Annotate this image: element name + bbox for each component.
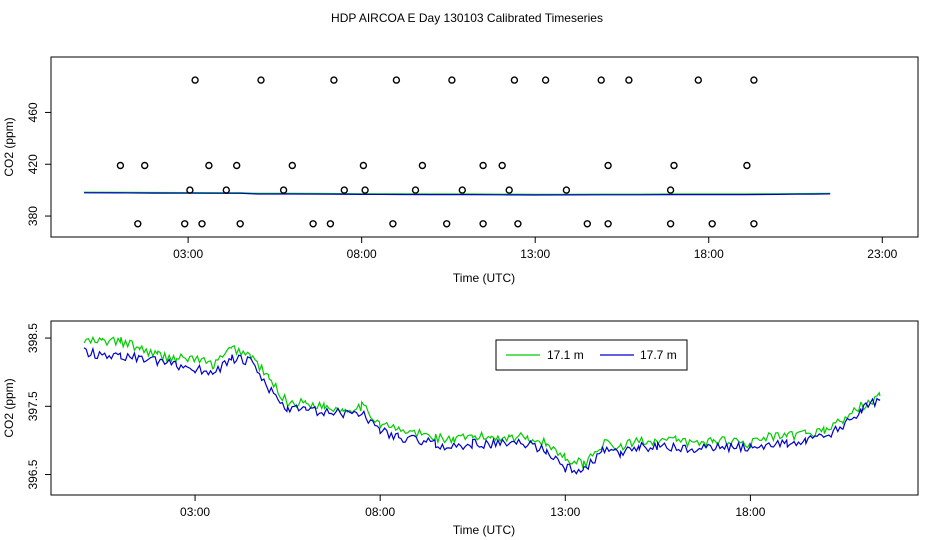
top-plot-point <box>232 161 241 170</box>
top-plot-point <box>458 186 466 194</box>
top-plot-point <box>604 161 612 170</box>
bottom-plot-y-axis: 396.5 397.5 398.5 <box>26 323 51 490</box>
top-plot-x-tick-label: 13:00 <box>520 247 550 261</box>
top-plot-x-label: Time (UTC) <box>453 271 515 285</box>
top-plot-y-tick-label: 380 <box>26 206 40 226</box>
top-plot-point <box>666 186 675 194</box>
top-plot-point <box>743 161 751 170</box>
top-plot-x-tick-label: 18:00 <box>694 247 724 261</box>
bottom-plot-y-tick-label: 398.5 <box>26 323 40 353</box>
top-plot-point <box>625 76 633 84</box>
top-plot-point <box>694 76 702 84</box>
top-plot-point <box>583 220 591 228</box>
top-plot-point <box>361 186 369 194</box>
top-plot-point <box>479 161 487 170</box>
top-plot-point <box>541 76 550 84</box>
top-plot-point <box>448 76 456 84</box>
top-plot-series-layer <box>83 191 831 196</box>
page-title: HDP AIRCOA E Day 130103 Calibrated Times… <box>331 11 603 25</box>
bottom-plot-series-17-1-m <box>83 335 881 469</box>
top-plot-point <box>604 220 612 228</box>
top-plot-x-tick-label: 03:00 <box>173 247 203 261</box>
top-plot-point <box>708 220 716 228</box>
top-plot-point <box>330 76 338 84</box>
bottom-plot-x-tick-label: 03:00 <box>180 505 210 519</box>
top-plot-point <box>288 161 296 170</box>
bottom-plot-x-label: Time (UTC) <box>453 523 515 537</box>
top-plot-x-axis: 03:00 08:00 13:00 18:00 23:00 <box>173 237 898 261</box>
top-plot-point <box>670 161 678 170</box>
top-plot-point <box>340 186 348 194</box>
legend-label-17-1: 17.1 m <box>547 348 584 362</box>
top-plot-point <box>134 220 142 228</box>
top-plot-point <box>597 76 605 84</box>
top-plot-point <box>236 220 244 228</box>
top-plot-point <box>222 186 231 194</box>
top-plot-point <box>140 161 149 170</box>
bottom-plot-y-label: CO2 (ppm) <box>2 378 16 437</box>
top-plot-point <box>498 161 506 170</box>
top-plot-x-tick-label: 08:00 <box>347 247 377 261</box>
top-plot-point <box>191 76 199 84</box>
bottom-plot-y-tick-label: 397.5 <box>26 391 40 421</box>
top-plot-point <box>326 220 335 228</box>
bottom-plot-x-axis: 03:00 08:00 13:00 18:00 <box>180 495 766 519</box>
top-plot-point <box>418 161 427 170</box>
top-plot-point <box>279 186 288 194</box>
top-plot-frame <box>50 56 919 238</box>
bottom-plot-y-tick-label: 396.5 <box>26 459 40 489</box>
top-plot-y-tick-label: 460 <box>26 102 40 122</box>
top-plot-y-label: CO2 (ppm) <box>2 117 16 176</box>
top-plot-y-tick-label: 420 <box>26 154 40 174</box>
top-plot-y-axis: 380 420 460 <box>26 102 51 226</box>
top-plot-point <box>392 76 401 84</box>
top-plot-point <box>186 186 194 194</box>
top-plot-point <box>510 76 519 84</box>
top-plot-point <box>479 220 487 228</box>
legend-label-17-7: 17.7 m <box>640 348 677 362</box>
bottom-plot-series-17-7-m <box>83 346 881 475</box>
bottom-plot: 03:00 08:00 13:00 18:00 396.5 397.5 398.5 Tim… <box>2 320 919 537</box>
top-plot-point <box>666 220 675 228</box>
bottom-plot-x-tick-label: 18:00 <box>735 505 765 519</box>
top-plot-point <box>359 161 368 170</box>
top-plot-point <box>205 161 213 170</box>
top-plot-x-tick-label: 23:00 <box>867 247 897 261</box>
top-plot-point <box>257 76 265 84</box>
bottom-plot-x-tick-label: 13:00 <box>550 505 580 519</box>
top-plot-point <box>389 220 397 228</box>
top-plot-point <box>443 220 451 228</box>
top-plot-point <box>562 186 571 194</box>
top-plot-point <box>514 220 522 228</box>
top-plot-point <box>116 161 125 170</box>
top-plot-series-blue <box>83 192 831 196</box>
top-plot-point <box>750 76 758 84</box>
top-plot: 03:00 08:00 13:00 18:00 23:00 380 420 460 Time… <box>2 56 919 285</box>
top-plot-points-layer <box>116 76 758 228</box>
top-plot-point <box>411 186 420 194</box>
bottom-plot-frame <box>50 320 919 496</box>
top-plot-point <box>180 220 189 228</box>
top-plot-point <box>750 220 758 228</box>
bottom-plot-x-tick-label: 08:00 <box>365 505 395 519</box>
legend: 17.1 m 17.7 m <box>495 339 688 371</box>
top-plot-point <box>198 220 206 228</box>
top-plot-point <box>309 220 317 228</box>
top-plot-point <box>505 186 513 194</box>
bottom-plot-series-layer <box>83 335 881 475</box>
